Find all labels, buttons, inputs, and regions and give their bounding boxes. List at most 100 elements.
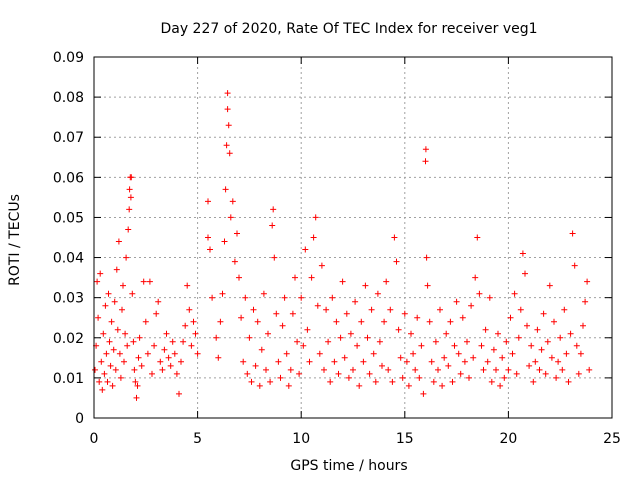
data-point [153, 310, 160, 317]
data-point [507, 314, 514, 321]
data-point [306, 358, 313, 365]
data-point [325, 338, 332, 345]
data-point [372, 378, 379, 385]
data-point [131, 366, 138, 373]
y-tick-label: 0.01 [53, 371, 84, 387]
data-point [428, 358, 435, 365]
chart-title: Day 227 of 2020, Rate Of TEC Index for r… [160, 21, 537, 37]
data-point [215, 354, 222, 361]
data-point [362, 282, 369, 289]
data-point [178, 358, 184, 365]
data-point [318, 262, 325, 269]
data-point [389, 378, 396, 385]
data-point [173, 370, 180, 377]
data-point [283, 350, 290, 357]
data-point [347, 330, 354, 337]
data-point [536, 366, 543, 373]
data-point [116, 350, 123, 357]
data-point [285, 382, 292, 389]
data-points [92, 90, 593, 401]
data-point [509, 350, 516, 357]
data-point [405, 382, 412, 389]
x-tick-label: 0 [90, 431, 99, 447]
data-point [256, 382, 263, 389]
data-point [559, 366, 566, 373]
data-point [391, 234, 398, 241]
data-point [476, 290, 483, 297]
data-point [474, 234, 481, 241]
data-point [222, 186, 229, 193]
y-tick-label: 0.02 [53, 331, 84, 347]
data-point [499, 354, 506, 361]
data-point [117, 374, 124, 381]
data-point [136, 334, 143, 341]
data-point [586, 366, 593, 373]
data-point [142, 318, 149, 325]
data-point [159, 366, 166, 373]
data-point [98, 358, 105, 365]
data-point [126, 206, 133, 213]
data-point [165, 354, 172, 361]
data-point [110, 346, 117, 353]
data-point [410, 350, 417, 357]
x-axis-ticks: 0 5 10 15 20 25 [90, 57, 621, 447]
data-point [403, 358, 410, 365]
data-point [356, 382, 363, 389]
data-point [397, 354, 404, 361]
data-point [151, 342, 158, 349]
data-point [310, 234, 317, 241]
data-point [538, 346, 545, 353]
data-point [488, 378, 495, 385]
data-point [532, 358, 539, 365]
data-point [121, 358, 127, 365]
data-point [542, 370, 549, 377]
data-point [190, 318, 197, 325]
data-point [244, 370, 251, 377]
data-point [567, 330, 574, 337]
data-point [140, 278, 147, 285]
data-point [335, 370, 342, 377]
data-point [468, 302, 475, 309]
data-point [115, 238, 122, 245]
data-point [451, 342, 458, 349]
data-point [302, 246, 309, 253]
data-point [370, 350, 377, 357]
data-point [381, 318, 388, 325]
data-point [163, 330, 170, 337]
data-point [395, 326, 402, 333]
data-point [186, 306, 193, 313]
data-point [99, 386, 106, 393]
data-point [426, 318, 433, 325]
plot-frame [93, 56, 613, 419]
data-point [123, 254, 130, 261]
data-point [94, 278, 101, 285]
data-point [102, 302, 109, 309]
data-point [561, 306, 568, 313]
data-point [97, 270, 104, 277]
data-point [470, 354, 477, 361]
data-point [271, 254, 278, 261]
y-tick-label: 0.06 [53, 170, 84, 186]
data-point [304, 326, 311, 333]
data-point [224, 106, 231, 113]
data-point [129, 290, 136, 297]
data-point [223, 142, 230, 149]
data-point [92, 366, 98, 373]
data-point [387, 306, 394, 313]
data-point [127, 194, 134, 201]
data-point [461, 358, 468, 365]
y-tick-label: 0.03 [53, 291, 84, 307]
data-point [484, 358, 491, 365]
data-point [569, 230, 576, 237]
data-point [113, 266, 120, 273]
data-point [453, 298, 460, 305]
data-point [254, 318, 261, 325]
data-point [341, 354, 348, 361]
data-point [134, 382, 141, 389]
data-point [300, 342, 307, 349]
data-point [441, 354, 448, 361]
data-point [209, 294, 216, 301]
data-point [329, 294, 336, 301]
data-point [457, 370, 464, 377]
data-point [120, 282, 126, 289]
